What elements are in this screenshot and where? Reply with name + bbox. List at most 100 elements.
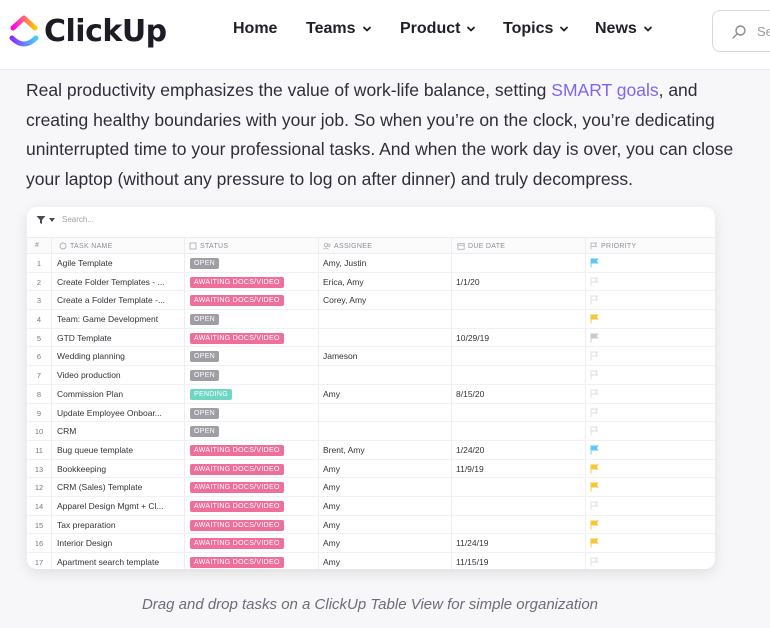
table-row[interactable]: 7 Video production OPEN — [27, 366, 715, 385]
table-row[interactable]: 14 Apparel Design Mgmt + Cl... AWAITING DO… — [27, 497, 715, 516]
assignee[interactable]: Brent, Amy — [323, 444, 365, 455]
table-search-input[interactable]: Search... — [62, 215, 95, 224]
status-badge[interactable]: AWAITING DOCS/VIDEO — [190, 295, 284, 307]
status-badge[interactable]: AWAITING DOCS/VIDEO — [190, 557, 284, 568]
clickup-logo[interactable]: ClickUp — [8, 13, 167, 49]
status-badge[interactable]: AWAITING DOCS/VIDEO — [190, 444, 284, 456]
task-name[interactable]: Commission Plan — [57, 388, 124, 399]
status-badge[interactable]: AWAITING DOCS/VIDEO — [190, 482, 284, 494]
priority-flag-icon[interactable] — [590, 277, 599, 287]
assignee[interactable]: Amy, Justin — [323, 258, 367, 268]
task-name[interactable]: Apparel Design Mgmt + Cl... — [57, 500, 164, 511]
status-badge[interactable]: OPEN — [190, 258, 220, 269]
column-header-due-date[interactable]: DUE DATE — [457, 242, 505, 250]
priority-flag-icon[interactable] — [590, 445, 599, 455]
assignee[interactable]: Amy — [323, 463, 340, 474]
assignee[interactable]: Amy — [323, 538, 340, 549]
task-name[interactable]: Agile Template — [57, 258, 113, 268]
table-row[interactable]: 9 Update Employee Onboar... OPEN — [27, 404, 715, 423]
table-row[interactable]: 6 Wedding planning OPEN Jameson — [27, 347, 715, 367]
priority-flag-icon[interactable] — [590, 557, 599, 567]
task-name[interactable]: Team: Game Development — [57, 314, 159, 325]
filter-icon[interactable] — [36, 215, 46, 225]
nav-teams[interactable]: Teams — [306, 20, 372, 38]
task-name[interactable]: Create a Folder Template -... — [57, 295, 166, 306]
task-name[interactable]: Video production — [57, 370, 121, 381]
due-date[interactable]: 11/9/19 — [456, 463, 484, 474]
assignee[interactable]: Erica, Amy — [323, 276, 364, 287]
task-name[interactable]: Update Employee Onboar... — [57, 407, 162, 418]
status-badge[interactable]: AWAITING DOCS/VIDEO — [190, 519, 284, 531]
table-row[interactable]: 13 Bookkeeping AWAITING DOCS/VIDEO Amy 11/9/… — [27, 460, 715, 479]
table-row[interactable]: 3 Create a Folder Template -... AWAITING D… — [27, 291, 715, 311]
status-badge[interactable]: AWAITING DOCS/VIDEO — [190, 538, 284, 550]
task-name[interactable]: Tax preparation — [57, 519, 116, 530]
table-row[interactable]: 4 Team: Game Development OPEN — [27, 310, 715, 329]
priority-flag-icon[interactable] — [590, 389, 599, 399]
table-row[interactable]: 16 Interior Design AWAITING DOCS/VIDEO Amy 1… — [27, 534, 715, 553]
status-badge[interactable]: AWAITING DOCS/VIDEO — [190, 276, 284, 288]
due-date[interactable]: 8/15/20 — [456, 388, 485, 399]
priority-flag-icon[interactable] — [590, 426, 599, 436]
task-name[interactable]: CRM — [57, 426, 77, 437]
nav-product[interactable]: Product — [400, 20, 476, 38]
status-badge[interactable]: PENDING — [190, 388, 232, 400]
assignee[interactable]: Amy — [323, 557, 340, 567]
table-row[interactable]: 1 Agile Template OPEN Amy, Justin — [27, 254, 715, 273]
due-date[interactable]: 1/24/20 — [456, 444, 485, 455]
column-header-assignee[interactable]: ASSIGNEE — [323, 242, 372, 250]
priority-flag-icon[interactable] — [590, 295, 599, 305]
status-badge[interactable]: AWAITING DOCS/VIDEO — [190, 500, 284, 512]
status-badge[interactable]: OPEN — [190, 407, 220, 419]
table-row[interactable]: 15 Tax preparation AWAITING DOCS/VIDEO Amy — [27, 516, 715, 535]
priority-flag-icon[interactable] — [590, 370, 599, 380]
table-row[interactable]: 2 Create Folder Templates - ... AWAITING D… — [27, 273, 715, 292]
priority-flag-icon[interactable] — [590, 538, 599, 548]
assignee[interactable]: Amy — [323, 482, 340, 493]
task-name[interactable]: Bug queue template — [57, 444, 134, 455]
due-date[interactable]: 10/29/19 — [456, 332, 490, 343]
task-name[interactable]: Interior Design — [57, 538, 113, 549]
task-name[interactable]: CRM (Sales) Template — [57, 482, 143, 493]
priority-flag-icon[interactable] — [590, 258, 599, 268]
task-name[interactable]: GTD Template — [57, 332, 112, 343]
status-badge[interactable]: AWAITING DOCS/VIDEO — [190, 463, 284, 475]
priority-flag-icon[interactable] — [590, 464, 599, 474]
priority-flag-icon[interactable] — [590, 408, 599, 418]
table-row[interactable]: 11 Bug queue template AWAITING DOCS/VIDEO B… — [27, 441, 715, 460]
priority-flag-icon[interactable] — [590, 351, 599, 361]
nav-home[interactable]: Home — [233, 20, 277, 38]
table-row[interactable]: 17 Apartment search template AWAITING DOCS… — [27, 553, 715, 569]
column-header-priority[interactable]: PRIORITY — [590, 242, 636, 250]
due-date[interactable]: 11/24/19 — [456, 538, 489, 549]
table-row[interactable]: 10 CRM OPEN — [27, 422, 715, 441]
priority-flag-icon[interactable] — [590, 482, 599, 492]
status-badge[interactable]: AWAITING DOCS/VIDEO — [190, 332, 284, 344]
task-name[interactable]: Create Folder Templates - ... — [57, 276, 165, 287]
priority-flag-icon[interactable] — [590, 520, 599, 530]
table-row[interactable]: 5 GTD Template AWAITING DOCS/VIDEO 10/29/19 — [27, 329, 715, 348]
status-badge[interactable]: OPEN — [190, 426, 220, 438]
caret-down-icon[interactable] — [49, 218, 55, 222]
task-name[interactable]: Wedding planning — [57, 351, 125, 362]
status-badge[interactable]: OPEN — [190, 314, 220, 326]
priority-flag-icon[interactable] — [590, 333, 599, 343]
task-name[interactable]: Apartment search template — [57, 557, 160, 567]
assignee[interactable]: Amy — [323, 500, 340, 511]
status-badge[interactable]: OPEN — [190, 370, 220, 382]
status-badge[interactable]: OPEN — [190, 351, 220, 363]
due-date[interactable]: 1/1/20 — [456, 276, 480, 287]
due-date[interactable]: 11/15/19 — [456, 557, 489, 567]
priority-flag-icon[interactable] — [590, 314, 599, 324]
column-header-task-name[interactable]: TASK NAME — [59, 242, 113, 250]
nav-news[interactable]: News — [595, 20, 653, 38]
table-row[interactable]: 12 CRM (Sales) Template AWAITING DOCS/VIDE… — [27, 478, 715, 497]
site-search-input[interactable]: Se — [712, 10, 770, 52]
column-header-status[interactable]: STATUS — [189, 242, 228, 250]
nav-topics[interactable]: Topics — [503, 20, 569, 38]
smart-goals-link[interactable]: SMART goals — [551, 80, 659, 100]
table-row[interactable]: 8 Commission Plan PENDING Amy 8/15/20 — [27, 385, 715, 404]
assignee[interactable]: Jameson — [323, 351, 358, 362]
assignee[interactable]: Amy — [323, 388, 340, 399]
priority-flag-icon[interactable] — [590, 501, 599, 511]
